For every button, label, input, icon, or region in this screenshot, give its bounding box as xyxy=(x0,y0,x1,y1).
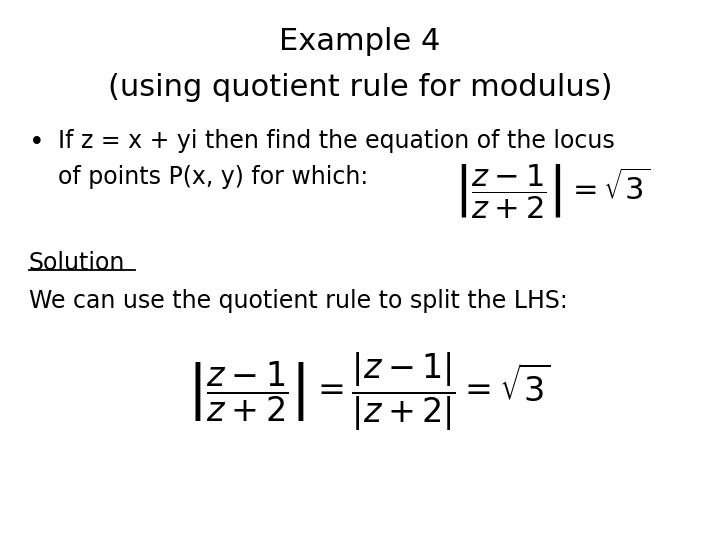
Text: Example 4: Example 4 xyxy=(279,27,441,56)
Text: •: • xyxy=(29,130,45,156)
Text: (using quotient rule for modulus): (using quotient rule for modulus) xyxy=(108,73,612,102)
Text: $\left|\dfrac{z-1}{z+2}\right| = \dfrac{|z-1|}{|z+2|} = \sqrt{3}$: $\left|\dfrac{z-1}{z+2}\right| = \dfrac{… xyxy=(187,351,551,434)
Text: $\left|\dfrac{z-1}{z+2}\right| = \sqrt{3}$: $\left|\dfrac{z-1}{z+2}\right| = \sqrt{3… xyxy=(454,162,649,220)
Text: If z = x + yi then find the equation of the locus: If z = x + yi then find the equation of … xyxy=(58,129,614,152)
Text: of points P(x, y) for which:: of points P(x, y) for which: xyxy=(58,165,368,188)
Text: Solution: Solution xyxy=(29,251,125,275)
Text: We can use the quotient rule to split the LHS:: We can use the quotient rule to split th… xyxy=(29,289,567,313)
